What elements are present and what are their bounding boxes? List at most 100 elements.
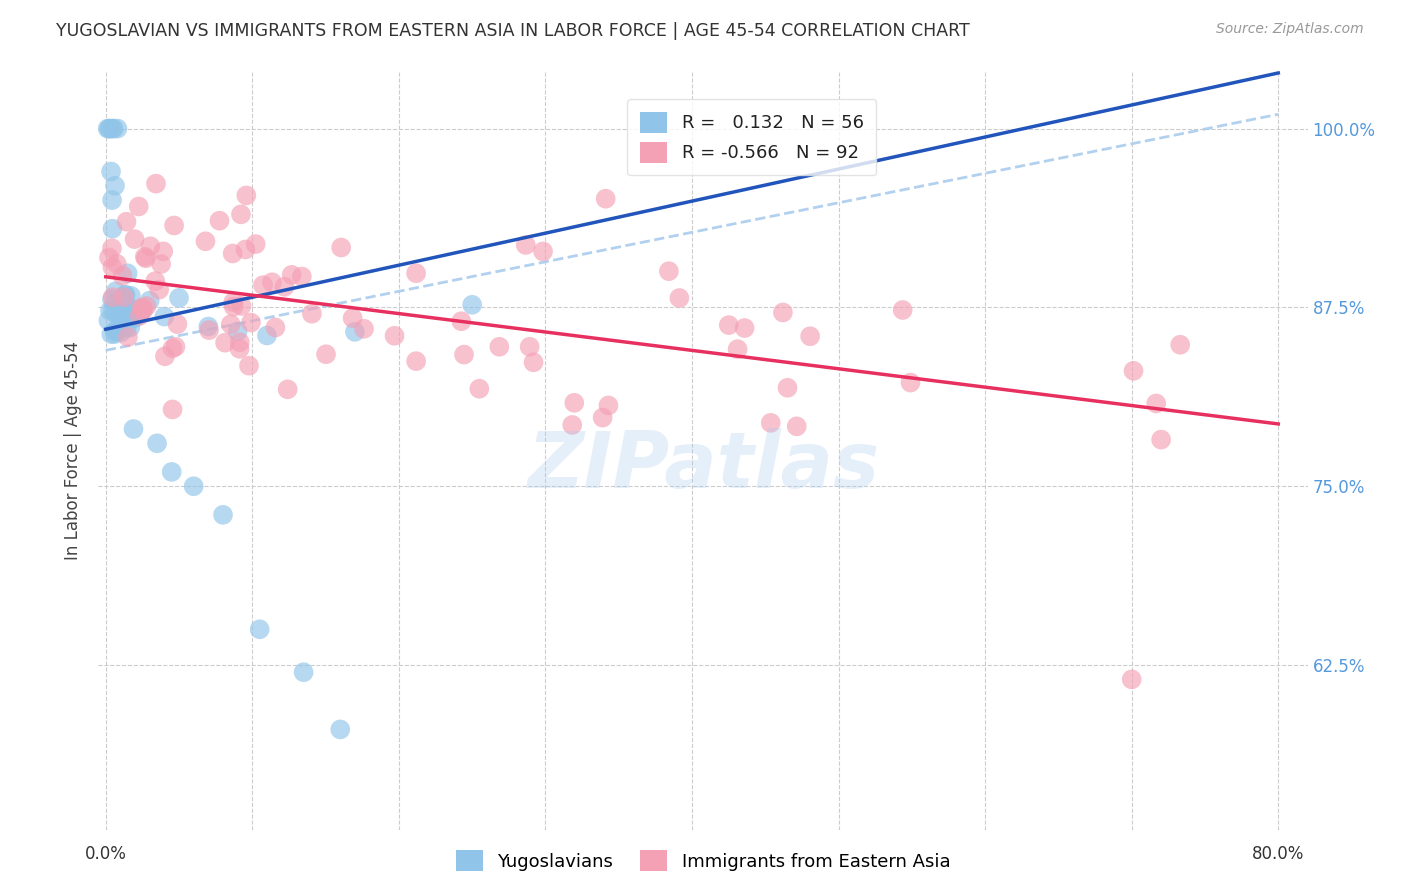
- Point: [717, 318, 740, 332]
- Point: [219, 318, 242, 332]
- Point: [228, 342, 250, 356]
- Point: [122, 306, 145, 320]
- Y-axis label: In Labor Force | Age 45-54: In Labor Force | Age 45-54: [65, 341, 83, 560]
- Point: [103, 297, 125, 311]
- Point: [1122, 364, 1144, 378]
- Point: [117, 301, 139, 316]
- Point: [405, 266, 427, 280]
- Point: [595, 192, 617, 206]
- Point: [104, 324, 127, 338]
- Point: [329, 723, 352, 737]
- Point: [900, 376, 922, 390]
- Point: [100, 327, 122, 342]
- Point: [118, 301, 141, 315]
- Point: [104, 284, 127, 298]
- Point: [139, 239, 162, 253]
- Point: [135, 299, 157, 313]
- Point: [162, 402, 184, 417]
- Point: [214, 335, 236, 350]
- Point: [256, 328, 278, 343]
- Point: [115, 215, 138, 229]
- Point: [148, 283, 170, 297]
- Point: [124, 232, 146, 246]
- Point: [727, 342, 749, 356]
- Text: Source: ZipAtlas.com: Source: ZipAtlas.com: [1216, 22, 1364, 37]
- Point: [122, 422, 145, 436]
- Point: [260, 275, 283, 289]
- Point: [153, 310, 176, 324]
- Point: [799, 329, 821, 343]
- Point: [461, 298, 484, 312]
- Point: [301, 307, 323, 321]
- Point: [101, 121, 124, 136]
- Point: [150, 257, 173, 271]
- Point: [110, 307, 132, 321]
- Point: [273, 280, 295, 294]
- Point: [101, 221, 124, 235]
- Point: [1168, 337, 1191, 351]
- Point: [1121, 673, 1143, 687]
- Point: [117, 266, 139, 280]
- Point: [152, 244, 174, 259]
- Point: [1150, 433, 1173, 447]
- Point: [891, 303, 914, 318]
- Point: [772, 305, 794, 319]
- Point: [115, 321, 138, 335]
- Point: [598, 399, 620, 413]
- Legend: Yugoslavians, Immigrants from Eastern Asia: Yugoslavians, Immigrants from Eastern As…: [449, 843, 957, 879]
- Point: [239, 316, 262, 330]
- Point: [208, 213, 231, 227]
- Point: [122, 310, 145, 325]
- Point: [117, 300, 139, 314]
- Point: [100, 164, 122, 178]
- Point: [194, 235, 217, 249]
- Point: [138, 293, 160, 308]
- Point: [104, 326, 127, 341]
- Point: [105, 308, 128, 322]
- Point: [522, 355, 544, 369]
- Point: [105, 302, 128, 317]
- Point: [519, 340, 541, 354]
- Point: [163, 219, 186, 233]
- Point: [145, 177, 167, 191]
- Point: [198, 323, 221, 337]
- Point: [153, 349, 176, 363]
- Point: [183, 479, 205, 493]
- Point: [104, 324, 127, 338]
- Point: [129, 301, 152, 315]
- Point: [212, 508, 235, 522]
- Point: [101, 193, 124, 207]
- Point: [143, 274, 166, 288]
- Point: [734, 321, 756, 335]
- Point: [101, 260, 124, 275]
- Point: [120, 320, 142, 334]
- Point: [197, 319, 219, 334]
- Point: [128, 199, 150, 213]
- Point: [97, 313, 120, 327]
- Point: [160, 465, 183, 479]
- Point: [231, 299, 253, 313]
- Point: [120, 289, 142, 303]
- Point: [166, 317, 188, 331]
- Point: [222, 295, 245, 310]
- Point: [562, 396, 585, 410]
- Point: [110, 310, 132, 324]
- Point: [330, 240, 353, 254]
- Point: [131, 303, 153, 318]
- Point: [101, 241, 124, 255]
- Point: [468, 382, 491, 396]
- Point: [229, 335, 252, 350]
- Point: [226, 325, 249, 339]
- Point: [112, 307, 135, 321]
- Text: YUGOSLAVIAN VS IMMIGRANTS FROM EASTERN ASIA IN LABOR FORCE | AGE 45-54 CORRELATI: YUGOSLAVIAN VS IMMIGRANTS FROM EASTERN A…: [56, 22, 970, 40]
- Point: [101, 293, 124, 307]
- Point: [759, 416, 782, 430]
- Point: [488, 340, 510, 354]
- Point: [343, 325, 366, 339]
- Point: [162, 341, 184, 355]
- Text: 0.0%: 0.0%: [84, 845, 127, 863]
- Point: [114, 288, 136, 302]
- Point: [531, 244, 554, 259]
- Point: [561, 417, 583, 432]
- Point: [98, 121, 121, 136]
